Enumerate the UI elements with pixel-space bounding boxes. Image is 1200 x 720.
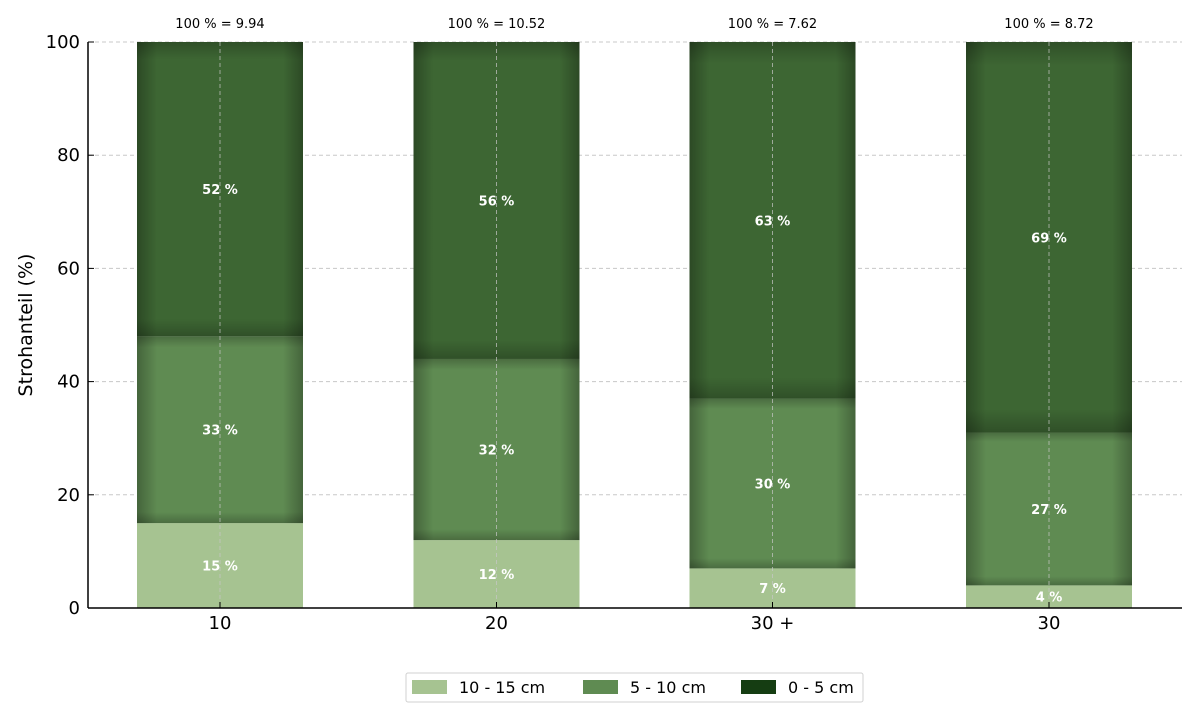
legend-label: 0 - 5 cm xyxy=(788,678,854,697)
legend-swatch xyxy=(412,680,447,694)
x-tick-label: 30 + xyxy=(751,613,795,634)
segment-labels: 15 % 33 % 52 % 100 % = 9.94 12 % 32 % 56 % 100 … xyxy=(175,17,1093,606)
segment-value-label: 4 % xyxy=(1036,591,1063,606)
legend-swatch xyxy=(741,680,776,694)
segment-value-label: 15 % xyxy=(202,560,238,575)
bars xyxy=(137,42,1132,608)
y-tick-label: 60 xyxy=(57,258,80,279)
y-axis-label: Strohanteil (%) xyxy=(15,254,37,397)
bar-total-label: 100 % = 8.72 xyxy=(1004,17,1093,32)
segment-value-label: 63 % xyxy=(755,214,791,229)
legend-label: 5 - 10 cm xyxy=(630,678,706,697)
segment-value-label: 30 % xyxy=(755,477,791,492)
legend-swatch xyxy=(583,680,618,694)
bar-total-label: 100 % = 7.62 xyxy=(728,17,817,32)
y-tick-label: 20 xyxy=(57,485,80,506)
axes: 10 20 30 + 30 0 20 40 60 80 100 xyxy=(46,32,1182,634)
bar-total-label: 100 % = 10.52 xyxy=(448,17,546,32)
bar-total-label: 100 % = 9.94 xyxy=(175,17,264,32)
segment-value-label: 33 % xyxy=(202,424,238,439)
legend: 10 - 15 cm 5 - 10 cm 0 - 5 cm xyxy=(405,672,864,703)
segment-value-label: 56 % xyxy=(479,194,515,209)
y-tick-label: 40 xyxy=(57,372,80,393)
vertical-grid-lines xyxy=(219,42,1050,608)
x-tick-label: 20 xyxy=(485,613,508,634)
y-tick-label: 100 xyxy=(46,32,80,53)
y-tick-label: 80 xyxy=(57,145,80,166)
segment-value-label: 12 % xyxy=(479,568,515,583)
segment-value-label: 32 % xyxy=(479,444,515,459)
x-tick-label: 10 xyxy=(209,613,232,634)
y-tick-label: 0 xyxy=(69,598,80,619)
segment-value-label: 69 % xyxy=(1031,231,1067,246)
segment-value-label: 52 % xyxy=(202,183,238,198)
bar-segment xyxy=(137,523,303,608)
legend-label: 10 - 15 cm xyxy=(459,678,545,697)
segment-value-label: 7 % xyxy=(759,582,786,597)
segment-value-label: 27 % xyxy=(1031,503,1067,518)
x-tick-label: 30 xyxy=(1038,613,1061,634)
